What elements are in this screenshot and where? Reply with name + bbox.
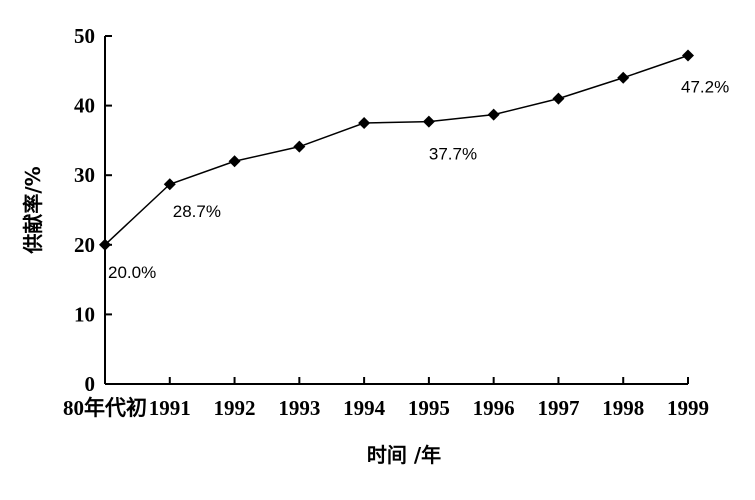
x-tick-label: 1999 — [667, 396, 709, 420]
x-tick-label: 80年代初 — [63, 396, 147, 420]
x-tick-label: 1997 — [537, 396, 579, 420]
data-point-marker — [163, 178, 176, 191]
y-axis-ticks: 0 10 20 30 40 50 — [74, 24, 112, 396]
data-point-marker — [487, 108, 500, 121]
data-label: 28.7% — [173, 202, 221, 221]
data-label: 20.0% — [108, 263, 156, 282]
series-line — [104, 54, 689, 246]
data-label: 37.7% — [429, 145, 477, 164]
data-point-marker — [552, 92, 565, 105]
data-markers — [99, 49, 694, 251]
y-tick-label: 40 — [74, 94, 95, 118]
y-tick-label: 10 — [74, 302, 95, 326]
data-point-marker — [358, 117, 371, 129]
x-tick-label: 1994 — [343, 396, 386, 420]
x-axis-title: 时间 /年 — [367, 443, 441, 467]
y-tick-label: 20 — [74, 233, 95, 257]
data-point-marker — [293, 140, 306, 153]
data-point-marker — [228, 155, 241, 168]
data-labels: 20.0% 28.7% 37.7% 47.2% — [108, 77, 729, 281]
y-tick-label: 30 — [74, 163, 95, 187]
data-point-marker — [99, 238, 111, 251]
y-axis-title: 供献率/% — [21, 166, 45, 254]
x-tick-label: 1998 — [602, 396, 644, 420]
data-point-marker — [617, 71, 630, 84]
x-tick-label: 1995 — [408, 396, 450, 420]
data-point-marker — [682, 49, 694, 62]
data-point-marker — [422, 115, 435, 128]
x-axis-ticks: 80年代初 1991 1992 1993 1994 1995 1996 1997 1998 199… — [63, 377, 709, 420]
x-tick-label: 1996 — [473, 396, 515, 420]
x-tick-label: 1993 — [278, 396, 320, 420]
y-tick-label: 50 — [74, 24, 95, 48]
y-tick-label: 0 — [85, 372, 96, 396]
x-tick-label: 1992 — [214, 396, 256, 420]
data-label: 47.2% — [681, 77, 729, 96]
x-tick-label: 1991 — [149, 396, 191, 420]
